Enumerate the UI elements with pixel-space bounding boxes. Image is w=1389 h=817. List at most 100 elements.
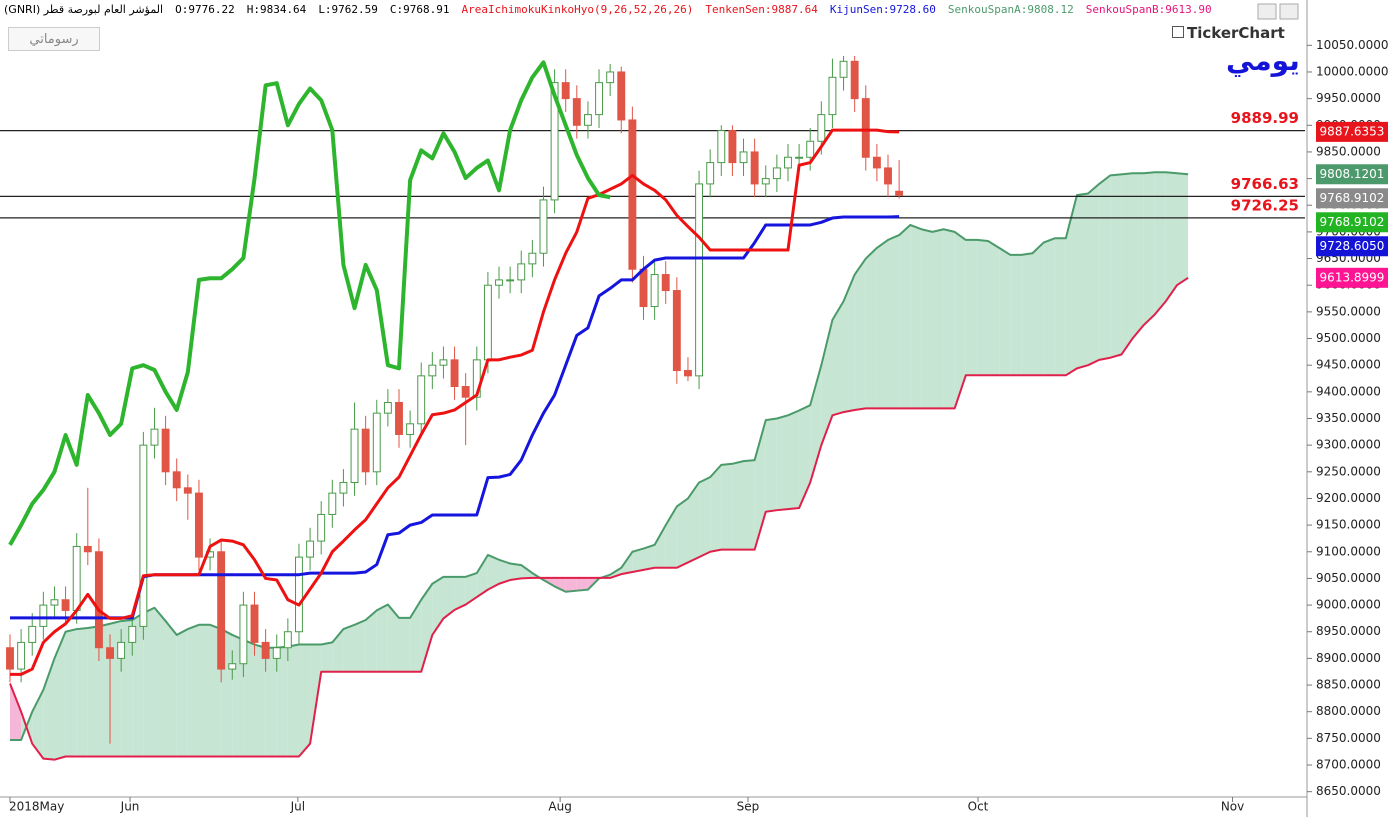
candle-body	[784, 156, 792, 169]
window-button[interactable]	[1279, 3, 1299, 20]
candle-body	[706, 162, 715, 185]
y-tick-label: 8750.0000	[1316, 731, 1381, 745]
cloud-segment	[787, 410, 800, 510]
cloud-segment	[387, 604, 399, 672]
cloud-segment	[321, 642, 333, 672]
drawings-button[interactable]: رسوماتي	[8, 27, 100, 51]
candle-body	[428, 364, 437, 377]
cloud-segment	[143, 607, 155, 757]
candle-body	[572, 98, 581, 126]
period-label: يومي	[1226, 44, 1300, 77]
x-tick-label: Oct	[968, 800, 989, 814]
candle-body	[750, 151, 759, 185]
x-tick-label: Nov	[1221, 800, 1244, 814]
cloud-segment	[65, 629, 77, 757]
cloud-segment	[554, 577, 566, 592]
candle-body	[728, 130, 737, 164]
cloud-segment	[1010, 254, 1022, 376]
x-tick-label: Sep	[737, 800, 760, 814]
candle-body	[117, 641, 126, 659]
header-item: المؤشر العام لبورصة قطر (GNRI)	[4, 3, 164, 16]
y-tick-label: 9300.0000	[1316, 438, 1381, 452]
candle-body	[17, 641, 26, 670]
candle-body	[183, 487, 192, 494]
candle-body	[283, 631, 292, 649]
candle-body	[28, 625, 37, 643]
price-tag-label: 9887.6353	[1320, 124, 1385, 138]
cloud-segment	[821, 319, 833, 446]
candle-body	[306, 540, 315, 558]
candle-body	[895, 190, 904, 196]
candle-body	[528, 252, 537, 265]
cloud-segment	[265, 647, 277, 757]
candle-body	[339, 481, 348, 494]
header-item: SenkouSpanA:9808.12	[947, 3, 1074, 16]
cloud-segment	[354, 620, 366, 672]
cloud-segment	[343, 624, 355, 672]
candle-body	[472, 359, 481, 398]
axis-panel-bottom	[0, 797, 1307, 817]
cloud-segment	[410, 599, 422, 672]
candle-body	[250, 604, 259, 643]
candle-body	[228, 663, 237, 670]
cloud-segment	[654, 525, 666, 568]
candle-body	[817, 114, 826, 142]
candle-body	[739, 151, 748, 164]
x-tick-label: Jun	[120, 800, 140, 814]
y-tick-label: 10050.0000	[1316, 38, 1389, 52]
cloud-segment	[110, 621, 122, 757]
price-tag	[1316, 267, 1388, 288]
cloud-segment	[643, 544, 655, 570]
cloud-segment	[454, 576, 466, 610]
y-tick-label: 8900.0000	[1316, 651, 1381, 665]
cloud-segment	[443, 576, 455, 619]
y-tick-label: 8850.0000	[1316, 678, 1381, 692]
cloud-segment	[310, 644, 322, 744]
cloud-segment	[999, 247, 1011, 376]
candle-body	[695, 183, 704, 377]
candle-body	[628, 119, 637, 270]
candle-body	[383, 401, 392, 414]
candle-body	[328, 492, 337, 515]
cloud-segment	[976, 239, 989, 376]
candle-body	[417, 375, 426, 425]
cloud-segment	[988, 240, 1000, 376]
cloud-segment	[510, 563, 522, 581]
x-tick-label: Aug	[548, 800, 571, 814]
y-tick-label: 9000.0000	[1316, 598, 1381, 612]
cloud-segment	[132, 613, 144, 757]
cloud-segment	[154, 607, 166, 757]
candle-body	[583, 114, 592, 126]
cloud-segment	[243, 639, 255, 757]
candle-body	[650, 274, 659, 308]
cloud-segment	[743, 460, 755, 550]
cloud-segment	[1110, 174, 1122, 358]
cloud-segment	[1143, 172, 1155, 326]
candle-body	[761, 178, 770, 185]
cloud-segment	[1076, 193, 1089, 369]
cloud-segment	[1165, 172, 1177, 302]
cloud-segment	[365, 610, 377, 672]
cloud-segment	[198, 624, 211, 757]
cloud-segment	[287, 644, 299, 757]
logo: TickerChart	[1172, 24, 1285, 42]
horizontal-line-label: 9766.63	[1231, 175, 1299, 193]
price-tag	[1316, 164, 1388, 185]
header-item: C:9768.91	[389, 3, 450, 16]
candle-body	[861, 98, 870, 158]
y-tick-label: 9550.0000	[1316, 304, 1381, 318]
window-button[interactable]	[1257, 3, 1277, 20]
candle-body	[495, 279, 503, 286]
candle-body	[561, 82, 570, 100]
candle-body	[106, 647, 114, 659]
candle-body	[361, 428, 370, 473]
cloud-segment	[721, 463, 733, 550]
candle-body	[217, 551, 226, 670]
cloud-segment	[632, 548, 644, 573]
header-item: SenkouSpanB:9613.90	[1085, 3, 1212, 16]
cloud-segment	[932, 229, 944, 409]
cloud-segment	[1121, 173, 1133, 355]
candle-body	[6, 647, 14, 670]
y-tick-label: 8950.0000	[1316, 624, 1381, 638]
cloud-segment	[376, 604, 388, 672]
